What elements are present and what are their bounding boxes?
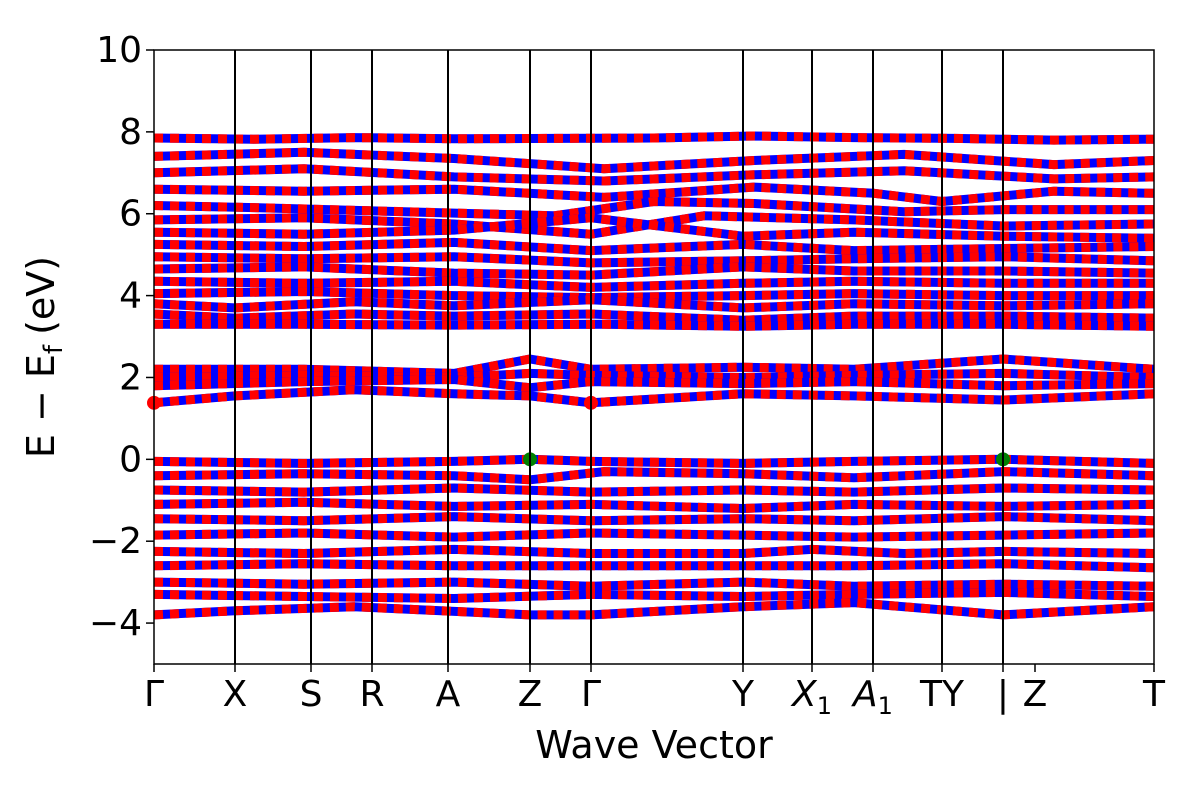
x-tick-label-1: X [223, 674, 248, 715]
band-line-up-9 [153, 262, 1155, 280]
y-axis-ticks: −4 −2 0 2 4 6 8 10 [89, 30, 154, 644]
y-axis-label-sub: f [39, 344, 69, 354]
band-line-up-28 [153, 587, 1155, 603]
band-line-up-23 [153, 512, 1155, 526]
y-tick-label-1: −2 [89, 521, 142, 562]
x-axis-ticks: Γ X S R A Z Γ Y X1 A1 TY | Z T [144, 664, 1166, 720]
y-tick-label-2: 0 [119, 439, 142, 480]
x-tick-label-11: | [997, 674, 1009, 715]
band-line-up-27 [153, 577, 1155, 591]
y-axis-label: E − Ef (eV) [19, 256, 69, 458]
band-line-up-4 [153, 197, 1154, 221]
band-line-up-3 [153, 182, 1155, 206]
y-tick-label-5: 6 [119, 194, 142, 235]
band-line-up-7 [153, 237, 1155, 256]
x-tick-label-12: Z [1023, 674, 1048, 715]
x-tick-label-5: Z [518, 674, 543, 715]
band-line-up-26 [153, 559, 1155, 573]
x-tick-label-4: A [436, 674, 461, 715]
band-line-up-21 [153, 483, 1155, 497]
y-tick-label-3: 2 [119, 357, 142, 398]
y-tick-label-0: −4 [89, 603, 142, 644]
band-edge-markers [147, 395, 1010, 467]
x-tick-label-2: S [300, 674, 323, 715]
x-tick-label-10: TY [919, 674, 965, 715]
x-tick-label-0: Γ [144, 674, 164, 715]
band-line-up-11 [153, 287, 1154, 303]
band-line-up-0 [153, 131, 1155, 145]
x-tick-label-6: Γ [581, 674, 601, 715]
x-axis-label: Wave Vector [535, 723, 773, 767]
band-line-up-6 [153, 213, 1155, 243]
x-tick-label-3: R [359, 674, 384, 715]
band-line-up-10 [153, 276, 1154, 292]
band-line-up-8 [153, 252, 1155, 268]
plot-frame [153, 49, 1155, 665]
x-tick-label-7: Y [731, 674, 755, 715]
y-axis-label-unit: (eV) [19, 256, 63, 335]
band-line-down-2 [153, 164, 1155, 186]
band-line-down-1 [153, 147, 1155, 174]
y-tick-label-4: 4 [119, 276, 142, 317]
y-tick-label-6: 8 [119, 112, 142, 153]
band-line-up-20 [153, 467, 1155, 485]
x-tick-label-13: T [1142, 674, 1166, 715]
band-line-up-25 [153, 544, 1155, 558]
x-tick-label-9: A1 [851, 674, 893, 720]
x-tick-label-8: X1 [790, 674, 832, 720]
y-axis-label-main: E − E [19, 354, 63, 458]
band-line-up-24 [153, 528, 1155, 542]
y-tick-label-7: 10 [96, 30, 142, 71]
band-line-up-14 [154, 319, 1155, 331]
kpath-lines [234, 50, 1004, 664]
band-line-up-22 [153, 497, 1155, 513]
band-line-up-18 [153, 385, 1155, 408]
